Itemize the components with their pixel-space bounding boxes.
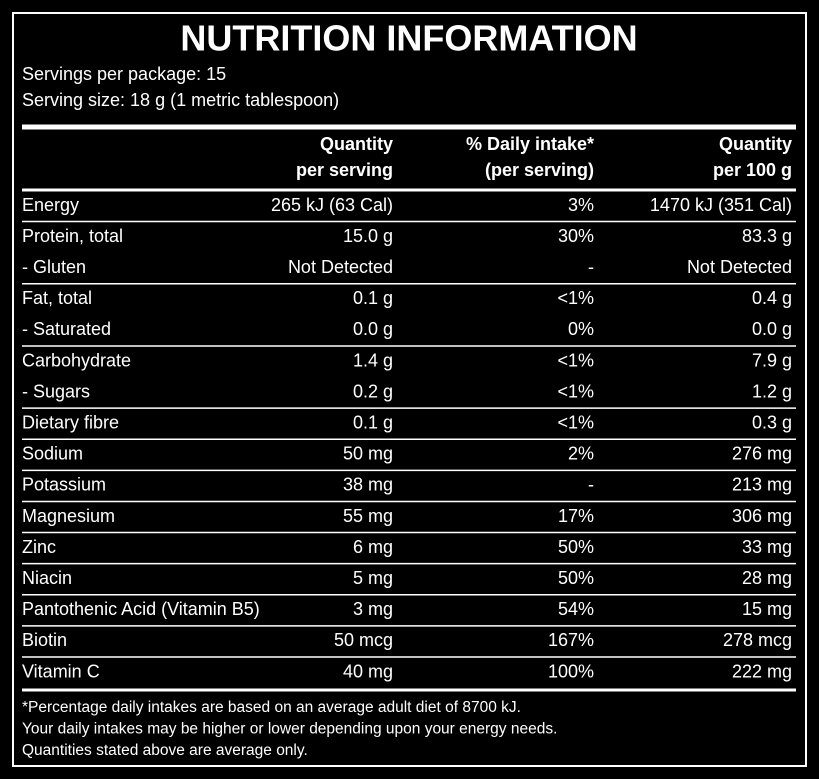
nutrient-value: 7.9 g — [752, 350, 792, 370]
nutrient-value: 50% — [558, 568, 594, 588]
column-header: per serving — [296, 160, 393, 180]
nutrient-name: Biotin — [22, 630, 67, 650]
nutrient-name: Protein, total — [22, 226, 123, 246]
nutrient-value: 33 mg — [742, 537, 792, 557]
nutrient-value: 167% — [548, 630, 594, 650]
nutrient-name: - Sugars — [22, 381, 90, 401]
nutrient-value: 306 mg — [732, 506, 792, 526]
nutrient-name: Dietary fibre — [22, 412, 119, 432]
nutrient-name: - Saturated — [22, 319, 111, 339]
nutrient-value: 265 kJ (63 Cal) — [271, 195, 393, 215]
nutrient-value: 15 mg — [742, 599, 792, 619]
nutrient-value: <1% — [557, 288, 594, 308]
nutrient-value: 50% — [558, 537, 594, 557]
nutrient-value: Not Detected — [687, 257, 792, 277]
serving-size: Serving size: 18 g (1 metric tablespoon) — [22, 90, 339, 110]
nutrient-value: 278 mcg — [723, 630, 792, 650]
nutrient-value: Not Detected — [288, 257, 393, 277]
nutrient-value: 54% — [558, 599, 594, 619]
nutrient-name: Sodium — [22, 444, 83, 464]
nutrient-value: 38 mg — [343, 475, 393, 495]
nutrient-value: 3 mg — [353, 599, 393, 619]
panel-border — [12, 12, 807, 767]
nutrient-value: 5 mg — [353, 568, 393, 588]
nutrient-value: 0.0 g — [752, 319, 792, 339]
column-header: Quantity — [719, 134, 792, 154]
nutrient-value: 0.2 g — [353, 381, 393, 401]
nutrient-value: 50 mcg — [334, 630, 393, 650]
nutrient-name: Potassium — [22, 475, 106, 495]
nutrient-value: 100% — [548, 661, 594, 681]
nutrient-value: 222 mg — [732, 661, 792, 681]
footnote: Quantities stated above are average only… — [22, 742, 308, 759]
nutrient-name: Pantothenic Acid (Vitamin B5) — [22, 599, 260, 619]
column-header: % Daily intake* — [466, 134, 594, 154]
nutrient-value: 83.3 g — [742, 226, 792, 246]
footnote: Your daily intakes may be higher or lowe… — [22, 721, 557, 738]
nutrient-name: Vitamin C — [22, 661, 100, 681]
nutrient-value: 28 mg — [742, 568, 792, 588]
nutrient-value: - — [588, 257, 594, 277]
nutrient-value: <1% — [557, 381, 594, 401]
nutrient-name: Zinc — [22, 537, 56, 557]
column-header: Quantity — [320, 134, 393, 154]
nutrient-value: 1.4 g — [353, 350, 393, 370]
nutrient-value: 6 mg — [353, 537, 393, 557]
nutrient-name: Carbohydrate — [22, 350, 131, 370]
nutrient-name: Energy — [22, 195, 79, 215]
nutrient-value: <1% — [557, 350, 594, 370]
nutrient-value: 0.3 g — [752, 412, 792, 432]
column-header: per 100 g — [713, 160, 792, 180]
nutrient-value: 55 mg — [343, 506, 393, 526]
nutrient-name: Magnesium — [22, 506, 115, 526]
title: NUTRITION INFORMATION — [180, 18, 637, 59]
nutrient-value: 17% — [558, 506, 594, 526]
nutrient-value: 50 mg — [343, 444, 393, 464]
column-header: (per serving) — [485, 160, 594, 180]
nutrient-value: 3% — [568, 195, 594, 215]
nutrient-value: 1.2 g — [752, 381, 792, 401]
nutrient-value: <1% — [557, 412, 594, 432]
nutrient-name: - Gluten — [22, 257, 86, 277]
nutrient-value: 2% — [568, 444, 594, 464]
footnote: *Percentage daily intakes are based on a… — [22, 699, 521, 716]
nutrient-value: 15.0 g — [343, 226, 393, 246]
nutrient-name: Niacin — [22, 568, 72, 588]
nutrient-value: 0.1 g — [353, 288, 393, 308]
nutrient-value: 0.4 g — [752, 288, 792, 308]
nutrient-value: 0% — [568, 319, 594, 339]
nutrient-value: 276 mg — [732, 444, 792, 464]
nutrient-value: 213 mg — [732, 475, 792, 495]
nutrient-value: 1470 kJ (351 Cal) — [650, 195, 792, 215]
nutrient-value: 40 mg — [343, 661, 393, 681]
nutrient-value: 0.1 g — [353, 412, 393, 432]
nutrient-name: Fat, total — [22, 288, 92, 308]
servings-per-package: Servings per package: 15 — [22, 64, 226, 84]
nutrient-value: 30% — [558, 226, 594, 246]
nutrient-value: - — [588, 475, 594, 495]
nutrient-value: 0.0 g — [353, 319, 393, 339]
